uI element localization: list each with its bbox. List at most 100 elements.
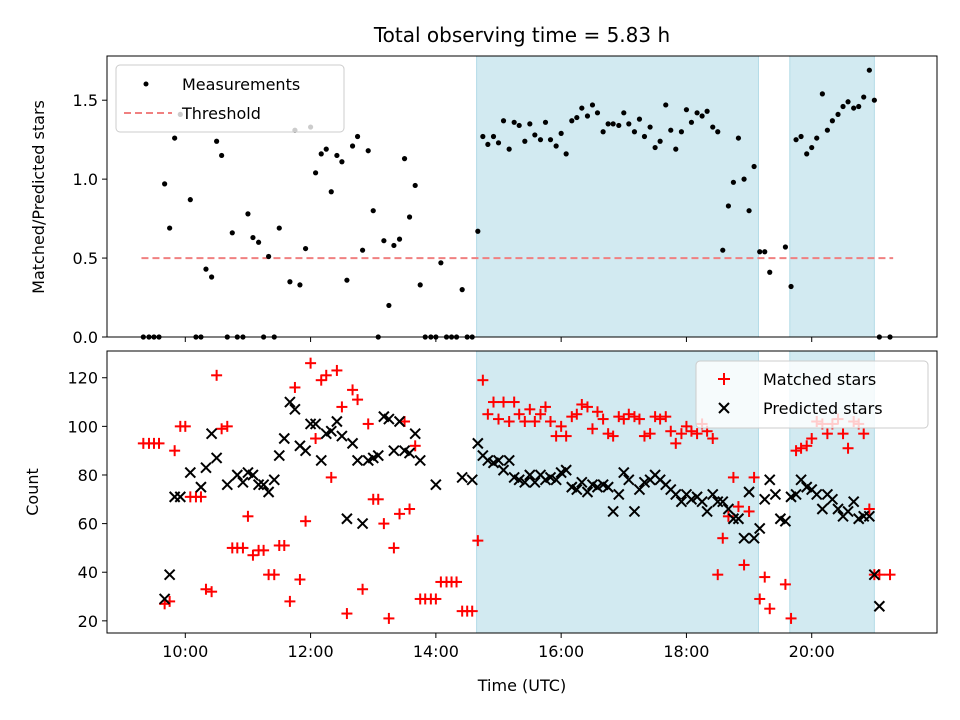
matched-point [738,559,750,571]
measurement-point [527,121,533,127]
matched-point [310,433,322,445]
predicted-point [304,418,317,430]
predicted-point [868,568,881,581]
matched-point [211,369,223,381]
matched-point [654,413,666,425]
measurement-point [219,152,225,159]
matched-point [623,408,635,420]
predicted-point [779,515,792,527]
measurement-point [663,102,669,108]
measurement-point [162,181,168,187]
measurement-point [490,133,497,140]
predicted-point [529,476,541,488]
legend-measurements-label: Measurements [182,75,300,94]
shaded-interval [476,55,759,338]
matched-point [372,493,384,505]
ytick-label: 120 [67,369,98,388]
matched-point [884,569,896,581]
matched-point [571,408,583,420]
measurement-point [459,287,465,293]
predicted-point [576,476,588,488]
matched-point [613,411,625,423]
matched-point [555,420,567,432]
matched-point [691,428,703,440]
matched-point [477,374,489,386]
legend-measurements-marker [143,81,149,87]
predicted-point [184,466,197,479]
measurement-point [339,159,345,165]
measurement-point [386,302,392,309]
matched-point [513,408,525,420]
xtick-label: 10:00 [162,642,208,661]
ytick-label: 0.0 [73,328,98,347]
measurement-point [757,249,763,255]
measurement-point [631,129,638,135]
matched-point [153,437,165,449]
matched-point [680,420,692,432]
ytick-label: 20 [78,612,98,631]
measurement-point [547,137,554,143]
predicted-point [383,413,395,425]
measurement-point [250,234,256,241]
matched-point [607,430,619,442]
matched-point [863,503,875,515]
matched-point [727,471,739,483]
predicted-point [257,478,270,491]
predicted-point [707,488,719,501]
measurement-point [668,127,674,133]
predicted-point [717,496,729,508]
ytick-label: 1.0 [73,170,98,189]
matched-point [315,374,327,386]
measurement-point [840,103,846,110]
matched-point [472,535,484,547]
measurement-point [835,111,841,118]
matched-point [451,576,463,588]
matched-point [795,442,807,454]
measurement-point [851,105,857,111]
predicted-point [231,469,244,481]
measurement-point [297,282,303,288]
measurement-point [600,129,606,135]
matched-point [378,518,390,530]
chart-title: Total observing time = 5.83 h [373,23,670,47]
measurement-point [610,121,616,127]
measurement-point [558,130,564,136]
predicted-point [163,568,176,581]
ytick-label: 100 [67,417,98,436]
predicted-point [816,503,829,515]
matched-point [300,515,312,527]
plot-frame [106,350,938,634]
matched-point [394,508,406,520]
predicted-point [174,491,186,503]
measurement-point [699,113,705,119]
predicted-point [743,486,755,498]
predicted-point [430,478,442,491]
measurement-point [370,208,376,214]
predicted-point [712,496,724,508]
xtick-label: 18:00 [663,642,709,661]
measurement-point [688,119,695,125]
time-xlabel: Time (UTC) [477,676,566,695]
predicted-point [315,454,327,467]
matched-point [618,413,630,425]
matched-point [524,403,536,415]
matched-point [284,595,296,607]
matched-point [331,364,343,376]
matched-point [336,401,348,413]
measurement-point [214,138,220,144]
matched-point [404,503,416,515]
matched-point [732,501,744,513]
measurement-point [798,133,804,140]
measurement-point [396,236,403,242]
predicted-point [847,496,860,508]
matched-point [754,593,766,605]
measurement-point [824,127,830,133]
measurement-point [354,133,361,140]
measurement-point [710,124,716,130]
measurement-point [365,148,371,154]
measurement-point [579,105,585,111]
matched-point [352,394,364,406]
measurement-point [804,151,810,157]
matched-point [717,532,729,544]
matched-point [597,413,609,425]
